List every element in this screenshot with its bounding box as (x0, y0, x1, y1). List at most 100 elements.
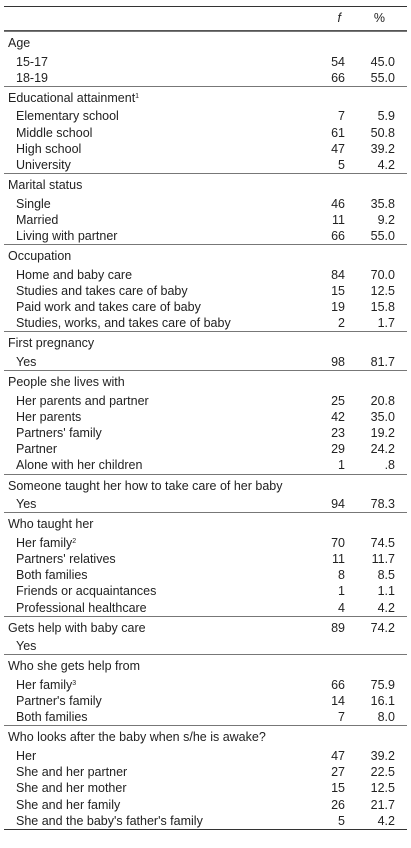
item-row: Living with partner 66 55.0 (4, 228, 407, 244)
row-label: Partners' family (16, 425, 102, 441)
percent: 81.7 (370, 354, 395, 369)
item-row: Paid work and takes care of baby 19 15.8 (4, 299, 407, 315)
section-row: Someone taught her how to take care of h… (4, 473, 407, 498)
item-row: She and the baby's father's family 5 4.2 (4, 813, 407, 829)
frequency: 25 (331, 393, 345, 408)
percent: 78.3 (370, 497, 395, 512)
percent: 4.2 (377, 813, 395, 828)
percent: 9.2 (377, 212, 395, 227)
percent: 16.1 (370, 694, 395, 709)
percent: 39.2 (370, 748, 395, 763)
footnote-mark: 1 (135, 92, 140, 100)
percent: 55.0 (370, 229, 395, 243)
item-row: She and her partner 27 22.5 (4, 764, 407, 780)
row-label: Alone with her children (16, 457, 142, 473)
percent: 8.5 (377, 568, 395, 583)
percent: 55.0 (370, 70, 395, 85)
frequency: 70 (331, 535, 345, 550)
label-text: Elementary school (16, 109, 119, 124)
percent: 22.5 (370, 765, 395, 780)
row-label: Studies and takes care of baby (16, 283, 188, 299)
row-label: Single (16, 196, 51, 212)
frequency: 7 (338, 109, 345, 124)
percent: 20.8 (370, 393, 395, 408)
row-label: She and her family (16, 797, 120, 813)
row-label: Occupation (8, 245, 71, 268)
row-label: 18-19 (16, 70, 48, 86)
section-row: Occupation (4, 244, 407, 267)
label-text: Yes (16, 354, 37, 369)
label-text: High school (16, 141, 82, 156)
row-label: Friends or acquaintances (16, 583, 156, 599)
item-row: Both families 7 8.0 (4, 709, 407, 725)
frequency: 47 (331, 141, 345, 156)
row-label: Elementary school (16, 108, 119, 124)
row-label: Yes (16, 354, 36, 370)
label-text: University (16, 157, 71, 172)
label-text: Someone taught her how to take care of h… (8, 478, 283, 493)
frequency: 1 (338, 584, 345, 599)
label-text: Married (16, 212, 59, 227)
label-text: Her family (16, 677, 73, 692)
percent: 24.2 (370, 442, 395, 457)
row-label: Both families (16, 709, 88, 725)
label-text: She and her family (16, 797, 121, 812)
label-text: Middle school (16, 125, 93, 140)
frequency: 89 (331, 620, 345, 635)
item-row: Elementary school 7 5.9 (4, 108, 407, 124)
item-row: Her parents 42 35.0 (4, 409, 407, 425)
percent: 5.9 (377, 109, 395, 124)
item-row: Friends or acquaintances 1 1.1 (4, 583, 407, 599)
percent: 21.7 (370, 797, 395, 812)
row-label: Middle school (16, 125, 92, 141)
frequency: 7 (338, 710, 345, 725)
section-row: Marital status (4, 173, 407, 196)
row-label: She and her partner (16, 764, 127, 780)
row-label: Someone taught her how to take care of h… (8, 475, 282, 498)
row-label: Age (8, 32, 30, 55)
frequency: 94 (331, 497, 345, 512)
section-row: Who looks after the baby when s/he is aw… (4, 725, 407, 748)
label-text: Partner's family (16, 694, 102, 709)
item-row: Partners' relatives 11 11.7 (4, 551, 407, 567)
label-text: Her (16, 748, 37, 763)
row-label: Her parents (16, 409, 81, 425)
frequency: 54 (331, 54, 345, 69)
percent: 74.2 (370, 620, 395, 635)
label-text: Occupation (8, 249, 72, 264)
frequency: 1 (338, 458, 345, 473)
label-text: Her parents (16, 409, 82, 424)
label-text: People she lives with (8, 375, 125, 390)
row-label: She and the baby's father's family (16, 813, 203, 829)
row-label: Her family2 (16, 535, 76, 551)
frequency: 27 (331, 765, 345, 780)
frequency: 98 (331, 354, 345, 369)
percent: 12.5 (370, 781, 395, 796)
row-label: Who looks after the baby when s/he is aw… (8, 726, 266, 749)
row-label: Who taught her (8, 513, 93, 536)
percent: 15.8 (370, 300, 395, 315)
row-label: Studies, works, and takes care of baby (16, 315, 231, 331)
percent: 50.8 (370, 125, 395, 140)
label-text: Her parents and partner (16, 393, 149, 408)
row-label: Educational attainment1 (8, 87, 139, 110)
frequency: 8 (338, 568, 345, 583)
row-label: Professional healthcare (16, 600, 147, 616)
item-row: Studies and takes care of baby 15 12.5 (4, 283, 407, 299)
row-label: Home and baby care (16, 267, 132, 283)
label-text: Living with partner (16, 229, 118, 243)
item-row: Professional healthcare 4 4.2 (4, 600, 407, 616)
row-label: People she lives with (8, 371, 125, 394)
column-header: f (337, 11, 341, 25)
item-row: Middle school 61 50.8 (4, 125, 407, 141)
footnote-mark: 3 (72, 679, 77, 687)
row-label: She and her mother (16, 780, 127, 796)
item-row: Her parents and partner 25 20.8 (4, 393, 407, 409)
row-label: Partner (16, 441, 57, 457)
label-text: Partner (16, 442, 57, 457)
row-label: High school (16, 141, 81, 157)
percent: 35.8 (370, 196, 395, 211)
label-text: Professional healthcare (16, 600, 147, 615)
section-row: Who taught her (4, 512, 407, 535)
